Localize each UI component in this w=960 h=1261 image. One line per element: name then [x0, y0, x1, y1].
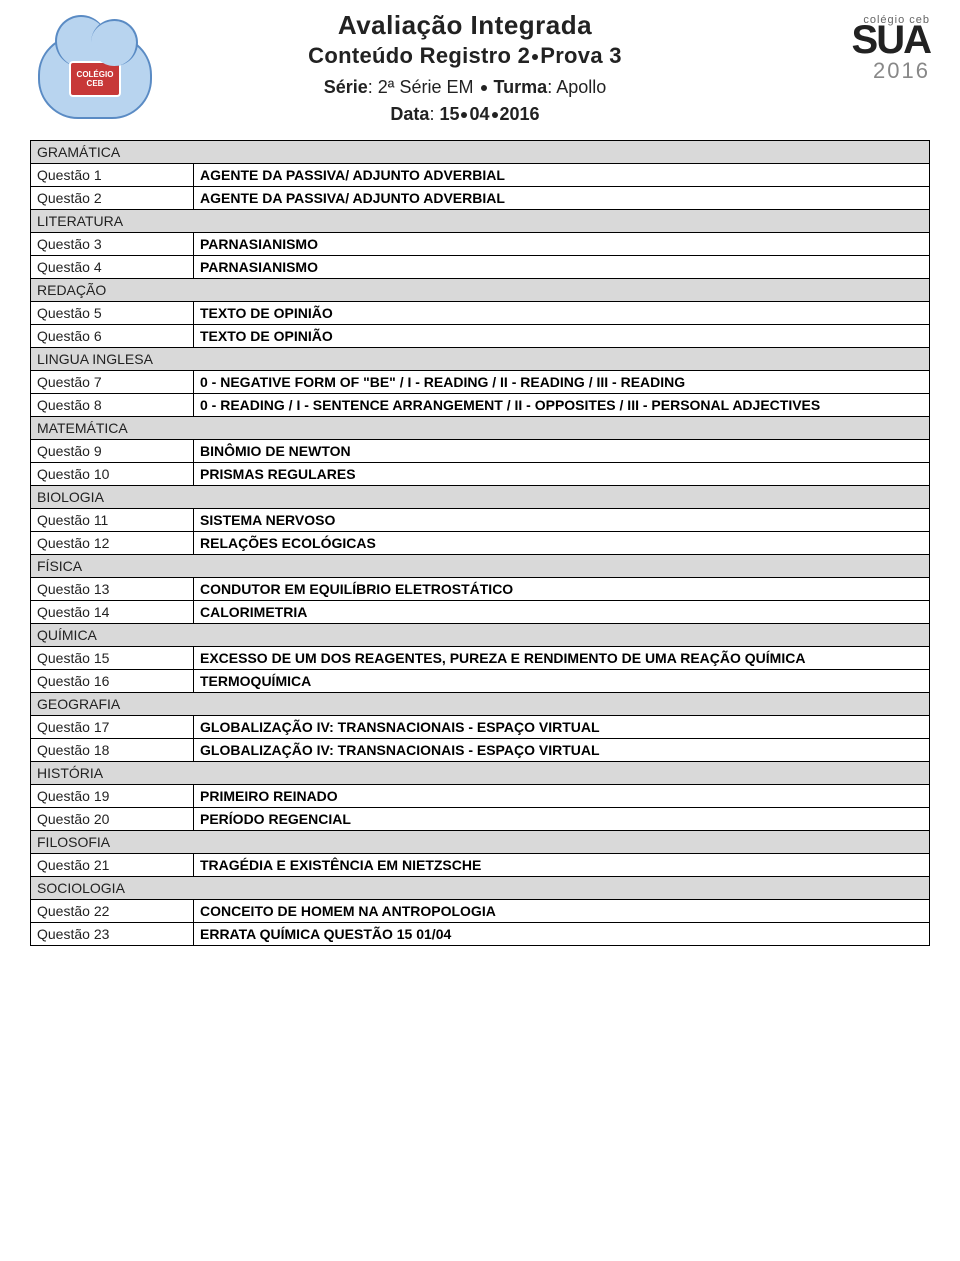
ceb-badge: COLÉGIO CEB — [69, 61, 121, 97]
serie-label: Série — [324, 77, 368, 97]
question-label: Questão 17 — [31, 716, 194, 739]
page-root: COLÉGIO CEB Avaliação Integrada Conteúdo… — [0, 0, 960, 976]
question-label: Questão 1 — [31, 164, 194, 187]
question-content: GLOBALIZAÇÃO IV: TRANSNACIONAIS - ESPAÇO… — [194, 716, 930, 739]
question-label: Questão 22 — [31, 900, 194, 923]
question-content: CONCEITO DE HOMEM NA ANTROPOLOGIA — [194, 900, 930, 923]
section-header: HISTÓRIA — [31, 762, 930, 785]
question-label: Questão 16 — [31, 670, 194, 693]
date-month: 04 — [469, 104, 489, 124]
question-label: Questão 14 — [31, 601, 194, 624]
section-header: FILOSOFIA — [31, 831, 930, 854]
question-label: Questão 18 — [31, 739, 194, 762]
bullet-icon — [532, 54, 538, 60]
question-content: SISTEMA NERVOSO — [194, 509, 930, 532]
section-header: SOCIOLOGIA — [31, 877, 930, 900]
question-content: TERMOQUÍMICA — [194, 670, 930, 693]
header-row: COLÉGIO CEB Avaliação Integrada Conteúdo… — [30, 10, 930, 130]
subtitle-prefix: Conteúdo Registro 2 — [308, 43, 530, 68]
question-label: Questão 3 — [31, 233, 194, 256]
header-center: Avaliação Integrada Conteúdo Registro 2 P… — [160, 10, 770, 125]
question-content: 0 - NEGATIVE FORM OF "BE" / I - READING … — [194, 371, 930, 394]
question-content: ERRATA QUÍMICA QUESTÃO 15 01/04 — [194, 923, 930, 946]
question-label: Questão 19 — [31, 785, 194, 808]
cloud-icon: COLÉGIO CEB — [38, 35, 152, 119]
doc-subtitle: Conteúdo Registro 2 Prova 3 — [160, 43, 770, 69]
question-content: PRIMEIRO REINADO — [194, 785, 930, 808]
date-label: Data — [390, 104, 429, 124]
sua-main-text: SUA — [770, 20, 930, 60]
question-content: EXCESSO DE UM DOS REAGENTES, PUREZA E RE… — [194, 647, 930, 670]
section-header: GRAMÁTICA — [31, 141, 930, 164]
section-header: REDAÇÃO — [31, 279, 930, 302]
date-day: 15 — [439, 104, 459, 124]
question-content: PERÍODO REGENCIAL — [194, 808, 930, 831]
question-label: Questão 10 — [31, 463, 194, 486]
question-content: PARNASIANISMO — [194, 233, 930, 256]
turma-label: Turma — [494, 77, 548, 97]
question-label: Questão 5 — [31, 302, 194, 325]
question-content: BINÔMIO DE NEWTON — [194, 440, 930, 463]
question-content: PARNASIANISMO — [194, 256, 930, 279]
question-label: Questão 8 — [31, 394, 194, 417]
question-content: AGENTE DA PASSIVA/ ADJUNTO ADVERBIAL — [194, 164, 930, 187]
question-label: Questão 11 — [31, 509, 194, 532]
question-content: TEXTO DE OPINIÃO — [194, 325, 930, 348]
bullet-icon — [481, 85, 487, 91]
question-label: Questão 20 — [31, 808, 194, 831]
question-content: CALORIMETRIA — [194, 601, 930, 624]
question-label: Questão 15 — [31, 647, 194, 670]
question-content: CONDUTOR EM EQUILÍBRIO ELETROSTÁTICO — [194, 578, 930, 601]
section-header: BIOLOGIA — [31, 486, 930, 509]
section-header: MATEMÁTICA — [31, 417, 930, 440]
section-header: QUÍMICA — [31, 624, 930, 647]
turma-value: Apollo — [556, 77, 606, 97]
question-content: GLOBALIZAÇÃO IV: TRANSNACIONAIS - ESPAÇO… — [194, 739, 930, 762]
question-content: RELAÇÕES ECOLÓGICAS — [194, 532, 930, 555]
question-label: Questão 2 — [31, 187, 194, 210]
serie-line: Série: 2ª Série EM Turma: Apollo — [160, 77, 770, 98]
logo-sua: colégio ceb SUA 2016 — [770, 14, 930, 84]
question-content: AGENTE DA PASSIVA/ ADJUNTO ADVERBIAL — [194, 187, 930, 210]
question-label: Questão 13 — [31, 578, 194, 601]
question-label: Questão 21 — [31, 854, 194, 877]
question-label: Questão 4 — [31, 256, 194, 279]
question-label: Questão 9 — [31, 440, 194, 463]
date-line: Data: 15042016 — [160, 104, 770, 125]
section-header: FÍSICA — [31, 555, 930, 578]
logo-ceb-cloud: COLÉGIO CEB — [30, 20, 160, 130]
bullet-icon — [492, 112, 498, 118]
sua-year-text: 2016 — [770, 58, 930, 84]
subtitle-suffix: Prova 3 — [540, 43, 622, 68]
question-content: TEXTO DE OPINIÃO — [194, 302, 930, 325]
doc-title: Avaliação Integrada — [160, 10, 770, 41]
question-label: Questão 7 — [31, 371, 194, 394]
question-content: 0 - READING / I - SENTENCE ARRANGEMENT /… — [194, 394, 930, 417]
question-label: Questão 6 — [31, 325, 194, 348]
date-year: 2016 — [500, 104, 540, 124]
question-content: PRISMAS REGULARES — [194, 463, 930, 486]
section-header: LITERATURA — [31, 210, 930, 233]
content-table: GRAMÁTICAQuestão 1AGENTE DA PASSIVA/ ADJ… — [30, 140, 930, 946]
section-header: GEOGRAFIA — [31, 693, 930, 716]
question-content: TRAGÉDIA E EXISTÊNCIA EM NIETZSCHE — [194, 854, 930, 877]
question-label: Questão 12 — [31, 532, 194, 555]
bullet-icon — [461, 112, 467, 118]
serie-value: 2ª Série EM — [378, 77, 474, 97]
question-label: Questão 23 — [31, 923, 194, 946]
section-header: LINGUA INGLESA — [31, 348, 930, 371]
